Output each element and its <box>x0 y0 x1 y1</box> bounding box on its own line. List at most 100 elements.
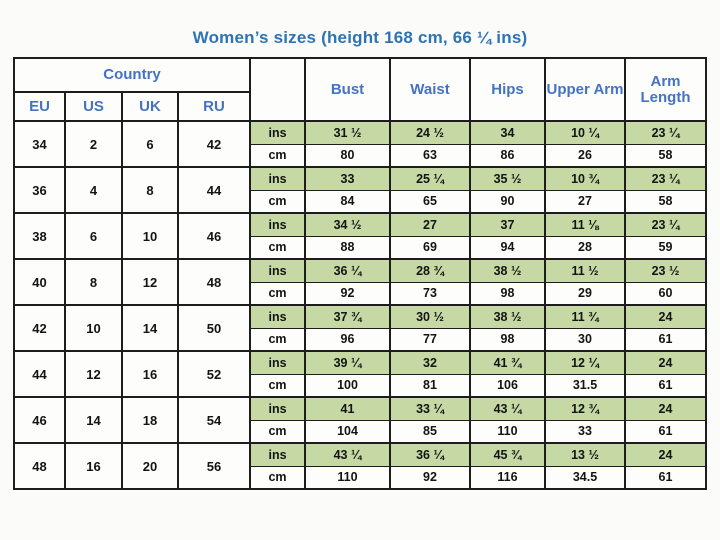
unit-label-cm: cm <box>249 327 306 352</box>
value-cell-cm: 88 <box>304 235 391 260</box>
size-row-44-ins: 44 12 16 52 ins 39 ¼ 32 41 ¾ 12 ¼ 24 <box>13 350 707 398</box>
value-cell-ins: 45 ¾ <box>469 442 546 467</box>
value-cell-cm: 80 <box>304 143 391 168</box>
value-cell-cm: 30 <box>544 327 626 352</box>
value-cell-cm: 27 <box>544 189 626 214</box>
size-cell-us: 16 <box>64 442 123 490</box>
value-cell-ins: 31 ½ <box>304 120 391 145</box>
value-cell-cm: 77 <box>389 327 471 352</box>
value-cell-ins: 41 <box>304 396 391 421</box>
size-cell-uk: 8 <box>121 166 179 214</box>
value-cell-cm: 104 <box>304 419 391 444</box>
unit-label-cm: cm <box>249 143 306 168</box>
unit-label-ins: ins <box>249 304 306 329</box>
size-row-42-ins: 42 10 14 50 ins 37 ¾ 30 ½ 38 ½ 11 ¾ 24 <box>13 304 707 352</box>
unit-label-cm: cm <box>249 235 306 260</box>
size-cell-us: 4 <box>64 166 123 214</box>
unit-label-cm: cm <box>249 281 306 306</box>
unit-label-cm: cm <box>249 189 306 214</box>
size-cell-uk: 14 <box>121 304 179 352</box>
value-cell-ins: 24 <box>624 396 707 421</box>
unit-label-cm: cm <box>249 419 306 444</box>
value-cell-cm: 106 <box>469 373 546 398</box>
unit-label-ins: ins <box>249 212 306 237</box>
header-eu: EU <box>13 91 66 122</box>
value-cell-cm: 29 <box>544 281 626 306</box>
size-table-body: 34 2 6 42 ins 31 ½ 24 ½ 34 10 ¼ 23 ¼ cm 80 63 86 26 58 3… <box>13 120 707 490</box>
header-arm-length: Arm Length <box>624 57 707 122</box>
value-cell-ins: 23 ½ <box>624 258 707 283</box>
value-cell-ins: 12 ¾ <box>544 396 626 421</box>
size-cell-eu: 38 <box>13 212 66 260</box>
value-cell-ins: 39 ¼ <box>304 350 391 375</box>
size-cell-us: 8 <box>64 258 123 306</box>
value-cell-cm: 34.5 <box>544 465 626 490</box>
value-cell-ins: 43 ¼ <box>469 396 546 421</box>
value-cell-cm: 58 <box>624 143 707 168</box>
value-cell-cm: 60 <box>624 281 707 306</box>
value-cell-cm: 61 <box>624 327 707 352</box>
size-cell-eu: 40 <box>13 258 66 306</box>
value-cell-cm: 96 <box>304 327 391 352</box>
value-cell-cm: 94 <box>469 235 546 260</box>
value-cell-ins: 34 ½ <box>304 212 391 237</box>
size-cell-ru: 44 <box>177 166 251 214</box>
size-cell-us: 2 <box>64 120 123 168</box>
value-cell-cm: 100 <box>304 373 391 398</box>
header-bust: Bust <box>304 57 391 122</box>
size-cell-ru: 42 <box>177 120 251 168</box>
size-cell-uk: 16 <box>121 350 179 398</box>
value-cell-ins: 30 ½ <box>389 304 471 329</box>
value-cell-ins: 33 ¼ <box>389 396 471 421</box>
value-cell-ins: 34 <box>469 120 546 145</box>
unit-label-cm: cm <box>249 373 306 398</box>
value-cell-cm: 92 <box>389 465 471 490</box>
unit-label-ins: ins <box>249 442 306 467</box>
value-cell-cm: 63 <box>389 143 471 168</box>
value-cell-cm: 69 <box>389 235 471 260</box>
value-cell-ins: 24 <box>624 442 707 467</box>
size-cell-ru: 56 <box>177 442 251 490</box>
size-cell-us: 14 <box>64 396 123 444</box>
value-cell-cm: 73 <box>389 281 471 306</box>
value-cell-ins: 24 <box>624 304 707 329</box>
value-cell-cm: 33 <box>544 419 626 444</box>
value-cell-cm: 65 <box>389 189 471 214</box>
size-cell-ru: 52 <box>177 350 251 398</box>
size-cell-uk: 12 <box>121 258 179 306</box>
value-cell-cm: 59 <box>624 235 707 260</box>
value-cell-cm: 26 <box>544 143 626 168</box>
value-cell-ins: 41 ¾ <box>469 350 546 375</box>
value-cell-ins: 23 ¼ <box>624 212 707 237</box>
header-ru: RU <box>177 91 251 122</box>
value-cell-cm: 84 <box>304 189 391 214</box>
size-cell-us: 12 <box>64 350 123 398</box>
header-uk: UK <box>121 91 179 122</box>
value-cell-ins: 25 ¼ <box>389 166 471 191</box>
womens-size-table: Country Bust Waist Hips Upper Arm Arm Le… <box>13 57 707 490</box>
unit-label-ins: ins <box>249 120 306 145</box>
size-row-48-cm: cm 110 92 116 34.5 61 <box>14 465 707 490</box>
size-cell-eu: 36 <box>13 166 66 214</box>
size-row-36-cm: cm 84 65 90 27 58 <box>14 189 707 214</box>
size-cell-uk: 18 <box>121 396 179 444</box>
value-cell-ins: 32 <box>389 350 471 375</box>
value-cell-cm: 81 <box>389 373 471 398</box>
value-cell-ins: 37 ¾ <box>304 304 391 329</box>
size-cell-eu: 46 <box>13 396 66 444</box>
value-cell-cm: 85 <box>389 419 471 444</box>
size-row-48-ins: 48 16 20 56 ins 43 ¼ 36 ¼ 45 ¾ 13 ½ 24 <box>13 442 707 490</box>
size-cell-us: 6 <box>64 212 123 260</box>
value-cell-ins: 11 ¾ <box>544 304 626 329</box>
size-cell-us: 10 <box>64 304 123 352</box>
size-cell-uk: 10 <box>121 212 179 260</box>
unit-label-cm: cm <box>249 465 306 490</box>
value-cell-ins: 24 <box>624 350 707 375</box>
size-row-38-cm: cm 88 69 94 28 59 <box>14 235 707 260</box>
size-row-42-cm: cm 96 77 98 30 61 <box>14 327 707 352</box>
size-row-46-ins: 46 14 18 54 ins 41 33 ¼ 43 ¼ 12 ¾ 24 <box>13 396 707 444</box>
header-country-group: Country <box>13 57 251 93</box>
size-cell-uk: 6 <box>121 120 179 168</box>
size-row-38-ins: 38 6 10 46 ins 34 ½ 27 37 11 ⅛ 23 ¼ <box>13 212 707 260</box>
